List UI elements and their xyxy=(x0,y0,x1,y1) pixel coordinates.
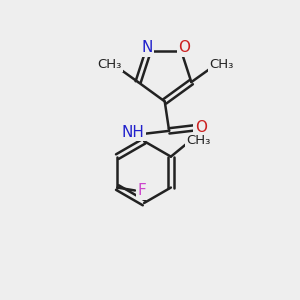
Text: N: N xyxy=(141,40,152,56)
Text: F: F xyxy=(137,183,146,198)
Text: NH: NH xyxy=(122,125,144,140)
Text: CH₃: CH₃ xyxy=(209,58,233,71)
Text: O: O xyxy=(178,40,190,56)
Text: CH₃: CH₃ xyxy=(186,134,211,147)
Text: O: O xyxy=(195,120,207,135)
Text: CH₃: CH₃ xyxy=(97,58,122,71)
